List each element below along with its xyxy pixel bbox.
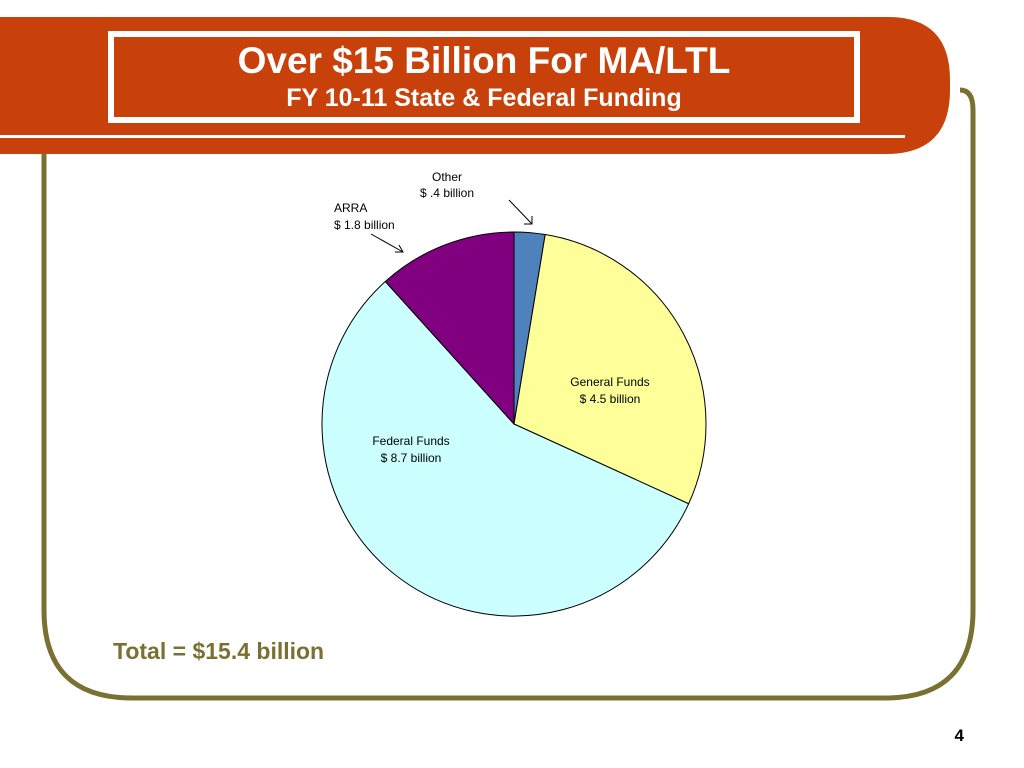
arrow-arra — [370, 233, 404, 253]
label-general-value: $ 4.5 billion — [580, 392, 641, 406]
label-general-name: General Funds — [570, 375, 649, 389]
arrow-other — [508, 199, 533, 225]
label-other-name: Other — [432, 170, 462, 184]
pie-slice-general-funds — [513, 233, 707, 505]
label-arra-name: ARRA — [334, 201, 367, 215]
arrowhead-other — [524, 216, 533, 225]
header-underline — [0, 135, 905, 138]
total-label: Total = $15.4 billion — [113, 638, 325, 664]
pie-slice-federal-funds — [321, 280, 690, 617]
pie-slices — [321, 231, 707, 617]
slide-title: Over $15 Billion For MA/LTL — [237, 40, 731, 81]
label-federal-name: Federal Funds — [372, 434, 449, 448]
content-frame — [41, 87, 976, 701]
label-other-value: $ .4 billion — [420, 186, 474, 200]
title-box: Over $15 Billion For MA/LTL FY 10-11 Sta… — [108, 31, 860, 123]
label-federal-value: $ 8.7 billion — [381, 451, 442, 465]
label-arra-value: $ 1.8 billion — [334, 218, 395, 232]
page-number: 4 — [954, 726, 964, 745]
arrowhead-arra — [395, 244, 404, 253]
slide-subtitle: FY 10-11 State & Federal Funding — [286, 84, 682, 112]
pie-slice-arra — [384, 231, 515, 426]
